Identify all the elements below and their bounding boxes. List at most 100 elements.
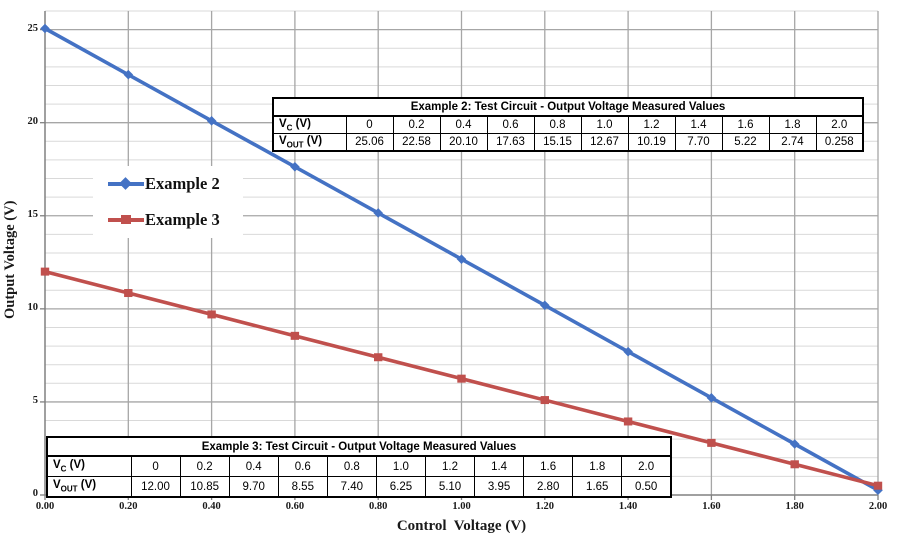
square-marker	[374, 353, 383, 362]
square-marker	[790, 460, 799, 469]
x-tick-label: 0.20	[119, 501, 138, 512]
value-cell: 1.2	[627, 115, 676, 134]
value-cell: 1.4	[474, 455, 525, 477]
diamond-marker	[40, 23, 50, 34]
diamond-marker	[623, 346, 633, 357]
square-marker	[707, 438, 716, 447]
value-cell: 8.55	[277, 476, 328, 498]
x-tick-label: 1.20	[535, 501, 554, 512]
line-diamond-marker-icon	[108, 177, 144, 191]
square-marker	[457, 374, 466, 383]
table-example3: Example 3: Test Circuit - Output Voltage…	[46, 436, 672, 498]
value-cell: 5.22	[721, 133, 770, 152]
diamond-marker	[706, 393, 717, 403]
y-tick-label: 25	[27, 22, 39, 34]
value-cell: 1.0	[375, 455, 426, 477]
x-tick-label: 0.60	[285, 501, 305, 512]
value-cell: 5.10	[424, 476, 476, 498]
legend-item-example3: Example 3	[93, 207, 243, 233]
value-cell: 6.25	[375, 476, 426, 498]
y-tick-label: 10	[27, 301, 39, 313]
x-tick-label: 0.80	[369, 501, 388, 512]
value-cell: 20.10	[439, 133, 488, 152]
x-tick-label: 1.60	[702, 501, 721, 512]
value-cell: 2.0	[815, 115, 864, 134]
value-cell: 2.0	[621, 455, 672, 477]
square-marker	[207, 310, 216, 319]
y-tick-label: 5	[32, 394, 38, 406]
square-marker	[290, 331, 300, 340]
x-tick-label: 2.00	[868, 501, 888, 512]
diamond-marker	[123, 69, 134, 80]
x-tick-label: 0.00	[35, 501, 55, 512]
value-cell: 2.74	[768, 133, 817, 152]
value-cell: 2.80	[523, 476, 574, 498]
line-square-marker-icon	[108, 215, 144, 225]
diamond-marker	[290, 162, 300, 172]
row-header-cell: VOUT (V)	[46, 476, 132, 498]
square-marker	[124, 289, 133, 298]
legend: Example 2 Example 3	[93, 166, 243, 238]
row-header-cell: VC (V)	[46, 455, 132, 477]
y-axis-title: Output Voltage (V)	[2, 200, 18, 320]
value-cell: 7.40	[326, 476, 377, 498]
x-tick-label: 1.80	[785, 501, 804, 512]
legend-label-example2: Example 2	[145, 174, 220, 193]
table-title: Example 2: Test Circuit - Output Voltage…	[272, 97, 864, 117]
value-cell: 12.00	[130, 476, 181, 498]
row-header-cell: VC (V)	[272, 115, 347, 134]
y-tick-label: 0	[32, 488, 38, 499]
value-cell: 0	[345, 115, 394, 134]
legend-label-example3: Example 3	[145, 210, 220, 229]
diamond-marker	[206, 116, 217, 126]
square-marker	[873, 481, 883, 490]
table-title: Example 3: Test Circuit - Output Voltage…	[46, 436, 672, 457]
value-cell: 1.6	[523, 455, 574, 477]
value-cell: 1.65	[572, 476, 623, 498]
value-cell: 1.6	[721, 115, 770, 134]
value-cell: 1.4	[674, 115, 723, 134]
square-marker	[623, 417, 633, 426]
value-cell: 22.58	[392, 133, 441, 152]
x-tick-label: 1.00	[452, 501, 471, 512]
diamond-marker	[873, 485, 883, 495]
value-cell: 10.19	[627, 133, 676, 152]
diamond-marker	[540, 300, 550, 311]
y-tick-label: 15	[27, 208, 39, 220]
square-marker	[40, 267, 50, 276]
value-cell: 17.63	[486, 133, 535, 152]
diamond-marker	[456, 254, 467, 264]
x-tick-label: 0.40	[202, 501, 221, 512]
value-cell: 0.6	[277, 455, 328, 477]
value-cell: 15.15	[533, 133, 582, 152]
value-cell: 9.70	[228, 476, 279, 498]
legend-item-example2: Example 2	[93, 171, 243, 197]
table-example2: Example 2: Test Circuit - Output Voltage…	[272, 97, 864, 152]
value-cell: 1.8	[572, 455, 623, 477]
value-cell: 10.85	[179, 476, 230, 498]
value-cell: 0.50	[621, 476, 672, 498]
value-cell: 7.70	[674, 133, 723, 152]
diamond-marker	[789, 439, 800, 449]
value-cell: 0.2	[392, 115, 441, 134]
value-cell: 12.67	[580, 133, 629, 152]
value-cell: 1.0	[580, 115, 629, 134]
value-cell: 0.4	[439, 115, 488, 134]
value-cell: 0.8	[533, 115, 582, 134]
value-cell: 1.8	[768, 115, 817, 134]
row-header-cell: VOUT (V)	[272, 133, 347, 152]
x-axis-title: Control Voltage (V)	[396, 518, 527, 534]
value-cell: 0.258	[815, 133, 864, 152]
value-cell: 25.06	[345, 133, 394, 152]
value-cell: 0.4	[228, 455, 279, 477]
value-cell: 1.2	[424, 455, 476, 477]
value-cell: 0	[130, 455, 181, 477]
value-cell: 0.2	[179, 455, 230, 477]
diamond-marker	[373, 208, 383, 218]
value-cell: 0.8	[326, 455, 377, 477]
square-marker	[540, 396, 549, 405]
y-tick-label: 20	[27, 115, 39, 127]
value-cell: 3.95	[474, 476, 525, 498]
